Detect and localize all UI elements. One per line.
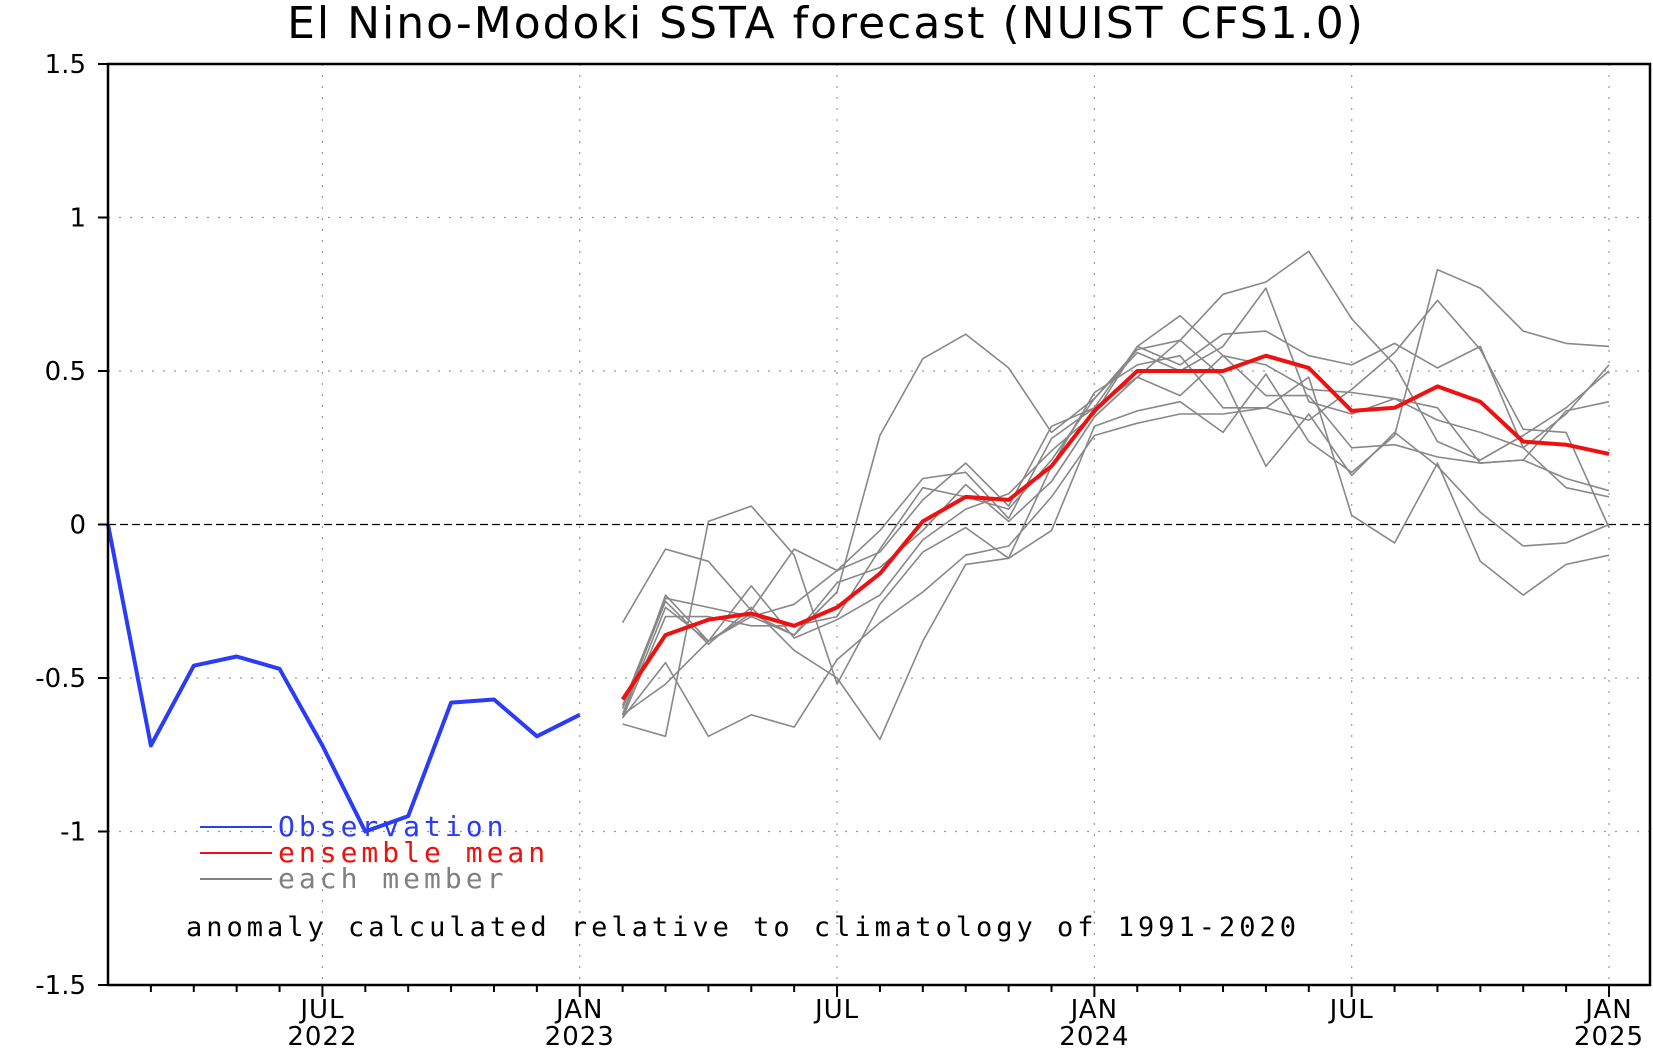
x-tick-year: 2022: [287, 1022, 357, 1052]
y-axis-ticks: 1.5 1 0.5 0 -0.5 -1 -1.5: [35, 50, 108, 1001]
y-tick-label: 0: [69, 511, 86, 541]
member-line-4: [621, 268, 1610, 741]
ensemble-mean-series: [620, 353, 1610, 701]
legend-label: Observation: [278, 810, 507, 843]
x-tick-month: JUL: [298, 995, 344, 1025]
x-tick-month: JUL: [1328, 995, 1374, 1025]
legend-label: each member: [278, 862, 507, 895]
climatology-note: anomaly calculated relative to climatolo…: [186, 912, 1300, 943]
x-tick-month: JAN: [1069, 995, 1118, 1025]
ensemble-mean-line: [620, 353, 1610, 701]
y-tick-label: 1: [69, 204, 86, 234]
member-line-5: [621, 287, 1610, 719]
y-tick-label: 0.5: [45, 357, 86, 387]
x-tick-year: 2023: [545, 1022, 615, 1052]
y-tick-label: -0.5: [35, 664, 86, 694]
member-series: [621, 250, 1610, 741]
observation-line: [106, 524, 581, 834]
gridlines: [108, 64, 1650, 985]
y-tick-label: -1: [60, 818, 86, 848]
observation-series: [106, 524, 581, 834]
chart-title: El Nino-Modoki SSTA forecast (NUIST CFS1…: [287, 0, 1365, 49]
y-tick-label: 1.5: [45, 50, 86, 80]
x-tick-month: JAN: [1583, 995, 1632, 1025]
member-line-6: [621, 330, 1610, 716]
member-line-3: [621, 299, 1610, 738]
x-tick-month: JUL: [813, 995, 859, 1025]
member-line-2: [621, 250, 1610, 716]
x-tick-month: JAN: [554, 995, 603, 1025]
x-tick-year: 2025: [1574, 1022, 1644, 1052]
member-line-9: [622, 354, 1610, 716]
legend-label: ensemble mean: [278, 836, 549, 869]
member-line-7: [622, 354, 1610, 738]
member-line-1: [621, 314, 1610, 624]
x-tick-year: 2024: [1059, 1022, 1129, 1052]
y-tick-label: -1.5: [35, 971, 86, 1001]
